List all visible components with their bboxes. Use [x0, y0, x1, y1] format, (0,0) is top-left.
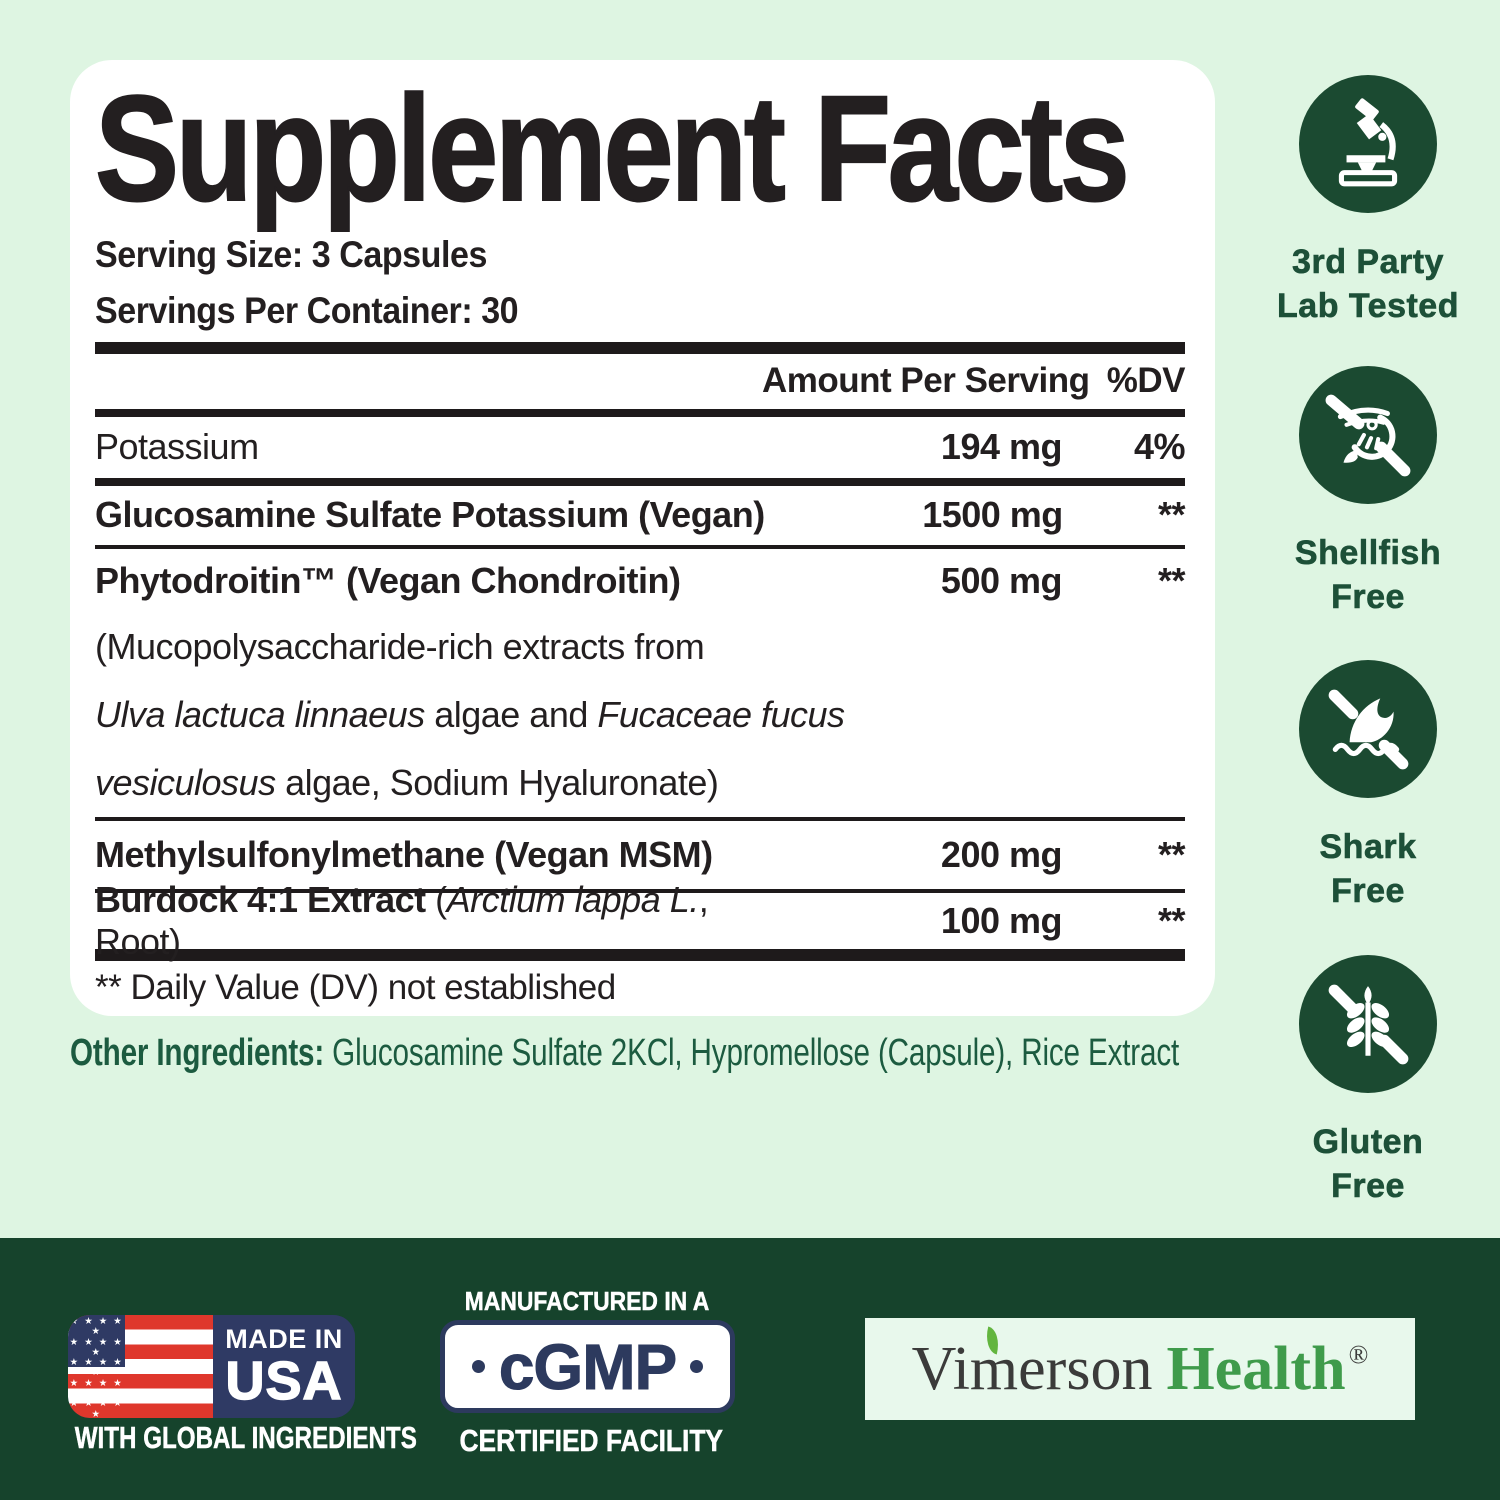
- ingredient-dv: **: [1157, 899, 1186, 941]
- ingredient-name: Glucosamine Sulfate Potassium (Vegan): [95, 494, 765, 535]
- ingredient-note-line: Ulva lactuca linnaeus algae and Fucaceae…: [95, 693, 845, 735]
- table-row: Glucosamine Sulfate Potassium (Vegan) 15…: [95, 486, 1186, 545]
- other-ingredients: Other Ingredients: Glucosamine Sulfate 2…: [70, 1032, 1224, 1075]
- registered-trademark-symbol: ®: [1348, 1340, 1369, 1369]
- ingredient-name: Potassium: [95, 426, 259, 467]
- cgmp-badge: cGMP: [440, 1320, 735, 1413]
- ingredient-amount: 500 mg: [940, 559, 1063, 601]
- serving-size: Serving Size: 3 Capsules: [95, 233, 487, 275]
- vimerson-health-logo: Vimerson Health ®: [865, 1318, 1415, 1420]
- made-in-usa-badge: ★ ★ ★ ★ ★ ★ ★ ★ ★ ★ ★ ★ ★ ★ ★ ★ ★ ★ ★ ★ …: [68, 1315, 355, 1418]
- ingredient-name: Methylsulfonylmethane (Vegan MSM): [95, 833, 713, 875]
- ingredient-amount: 194 mg: [940, 426, 1063, 467]
- badge-label: Gluten Free: [1312, 1123, 1424, 1205]
- cgmp-label: cGMP: [498, 1330, 677, 1403]
- supplement-facts-panel: Supplement Facts Serving Size: 3 Capsule…: [70, 60, 1215, 1016]
- ingredient-amount: 100 mg: [940, 899, 1063, 941]
- cgmp-dot-left: [471, 1360, 485, 1373]
- header-amount-per-serving: Amount Per Serving: [762, 361, 1090, 400]
- divider-thin: [95, 816, 1185, 821]
- table-row: Methylsulfonylmethane (Vegan MSM) 200 mg…: [95, 821, 1186, 889]
- ingredient-amount: 1500 mg: [922, 494, 1063, 535]
- badge-shellfish-free: Shellfish Free: [1238, 366, 1498, 619]
- table-row: Potassium 194 mg 4%: [95, 417, 1186, 478]
- badge-label: Shellfish Free: [1294, 534, 1442, 616]
- badge-gluten-free: Gluten Free: [1238, 955, 1498, 1208]
- ingredient-dv: **: [1157, 833, 1186, 875]
- badge-3rd-party-lab-tested: 3rd Party Lab Tested: [1238, 75, 1498, 328]
- cgmp-certified-caption: CERTIFIED FACILITY: [459, 1423, 723, 1459]
- ingredient-name: Phytodroitin™ (Vegan Chondroitin): [95, 559, 681, 601]
- other-ingredients-text: Glucosamine Sulfate 2KCl, Hypromellose (…: [324, 1032, 1180, 1074]
- wheat-icon: [1299, 955, 1437, 1093]
- table-header-row: Amount Per Serving %DV: [95, 354, 1186, 409]
- ingredient-dv: 4%: [1133, 426, 1186, 467]
- divider-thick: [95, 341, 1185, 354]
- servings-per-container: Servings Per Container: 30: [95, 289, 519, 331]
- divider-medium: [95, 477, 1185, 486]
- header-percent-dv: %DV: [1106, 361, 1186, 400]
- microscope-icon: [1299, 75, 1437, 213]
- page-title: Supplement Facts: [94, 64, 1130, 232]
- divider-thin: [95, 544, 1185, 549]
- footer-band: ★ ★ ★ ★ ★ ★ ★ ★ ★ ★ ★ ★ ★ ★ ★ ★ ★ ★ ★ ★ …: [0, 1238, 1500, 1500]
- global-ingredients-caption: WITH GLOBAL INGREDIENTS: [74, 1420, 417, 1456]
- ingredient-name: Burdock 4:1 Extract (Arctium lappa L., R…: [95, 878, 718, 962]
- us-flag-canton: ★ ★ ★ ★ ★ ★ ★ ★ ★ ★ ★ ★ ★ ★ ★ ★ ★ ★ ★ ★ …: [68, 1315, 125, 1418]
- ingredient-amount: 200 mg: [940, 833, 1063, 875]
- cgmp-dot-right: [690, 1360, 704, 1373]
- ingredient-note-line: vesiculosus algae, Sodium Hyaluronate): [95, 761, 719, 803]
- made-in-usa-text: MADE IN USA: [213, 1315, 355, 1418]
- shrimp-icon: [1299, 366, 1437, 504]
- badge-shark-free: Shark Free: [1238, 660, 1498, 913]
- divider-thin: [95, 888, 1185, 893]
- daily-value-footnote: ** Daily Value (DV) not established: [95, 968, 616, 1007]
- divider-thick: [95, 948, 1185, 961]
- badge-label: 3rd Party Lab Tested: [1277, 243, 1459, 325]
- badge-label: Shark Free: [1319, 828, 1417, 910]
- certification-rail: 3rd Party Lab Tested Shellfish: [1238, 0, 1498, 1240]
- ingredient-note-line: (Mucopolysaccharide-rich extracts from: [95, 625, 705, 667]
- ingredient-dv: **: [1157, 494, 1186, 535]
- ingredient-dv: **: [1157, 559, 1186, 601]
- shark-fin-icon: [1299, 660, 1437, 798]
- cgmp-manufactured-caption: MANUFACTURED IN A: [464, 1286, 710, 1317]
- divider-medium: [95, 408, 1185, 417]
- table-row: Phytodroitin™ (Vegan Chondroitin) 500 mg…: [95, 549, 1186, 613]
- table-row: Burdock 4:1 Extract (Arctium lappa L., R…: [95, 879, 1186, 962]
- other-ingredients-label: Other Ingredients:: [70, 1032, 325, 1074]
